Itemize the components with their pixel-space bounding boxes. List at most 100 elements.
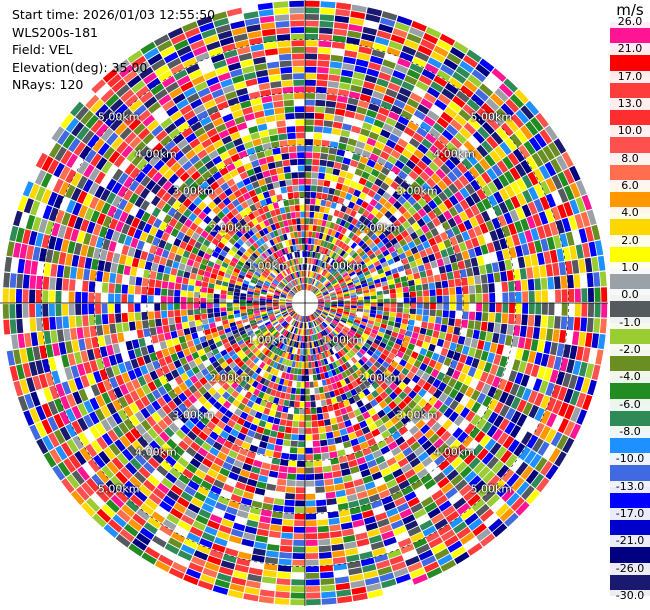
velocity-gate: [585, 363, 595, 379]
velocity-gate: [433, 274, 441, 282]
velocity-gate: [315, 291, 321, 296]
velocity-gate: [475, 88, 489, 102]
velocity-gate: [144, 261, 153, 271]
velocity-gate: [504, 259, 513, 271]
velocity-gate: [350, 195, 359, 203]
velocity-gate: [539, 180, 551, 195]
velocity-gate: [520, 465, 534, 480]
velocity-gate: [575, 180, 587, 196]
velocity-gate: [366, 204, 374, 213]
velocity-gate: [123, 201, 134, 214]
velocity-gate: [217, 357, 226, 365]
velocity-gate: [323, 308, 330, 311]
velocity-gate: [305, 237, 309, 244]
velocity-gate: [260, 413, 269, 422]
velocity-gate: [183, 208, 192, 218]
velocity-gate: [405, 348, 413, 357]
velocity-gate: [4, 256, 13, 272]
velocity-gate: [397, 333, 405, 341]
velocity-gate: [466, 98, 481, 112]
velocity-gate: [207, 288, 214, 294]
velocity-gate: [311, 314, 316, 320]
velocity-gate: [189, 222, 199, 232]
velocity-gate: [228, 237, 237, 245]
range-ring-label: 1.00km: [246, 333, 289, 347]
velocity-gate: [174, 316, 182, 324]
velocity-gate: [447, 377, 457, 388]
velocity-gate: [306, 329, 309, 336]
velocity-gate: [370, 541, 385, 551]
velocity-gate: [226, 295, 233, 300]
velocity-gate: [226, 377, 235, 386]
velocity-gate: [295, 314, 299, 320]
velocity-gate: [293, 192, 300, 199]
velocity-gate: [421, 440, 433, 451]
velocity-gate: [258, 157, 267, 166]
velocity-gate: [246, 300, 253, 303]
velocity-gate: [396, 185, 406, 195]
velocity-gate: [295, 361, 299, 368]
velocity-gate: [333, 28, 348, 37]
velocity-gate: [449, 154, 461, 166]
velocity-gate: [443, 295, 450, 303]
velocity-gate: [233, 459, 244, 469]
velocity-gate: [226, 307, 233, 312]
velocity-gate: [489, 293, 496, 303]
velocity-gate: [299, 204, 305, 211]
velocity-gate: [68, 454, 82, 469]
velocity-gate: [278, 284, 284, 289]
velocity-gate: [474, 349, 483, 360]
velocity-gate: [452, 521, 468, 534]
velocity-gate: [244, 324, 251, 330]
velocity-gate: [280, 392, 286, 399]
velocity-gate: [461, 364, 471, 375]
velocity-gate: [523, 140, 536, 156]
velocity-gate: [355, 429, 364, 438]
velocity-gate: [123, 523, 139, 537]
velocity-gate: [375, 264, 383, 271]
velocity-gate: [402, 376, 411, 385]
velocity-gate: [130, 237, 139, 248]
velocity-gate: [262, 363, 269, 371]
velocity-gate: [251, 554, 265, 563]
velocity-gate: [215, 233, 223, 242]
velocity-gate: [455, 252, 464, 262]
velocity-gate: [168, 282, 175, 290]
velocity-gate: [342, 413, 350, 422]
velocity-gate: [209, 514, 223, 524]
range-ring-label: 5.00km: [97, 482, 140, 496]
velocity-gate: [263, 330, 270, 336]
velocity-gate: [69, 315, 76, 328]
velocity-gate: [135, 423, 147, 436]
velocity-gate: [430, 303, 436, 310]
velocity-gate: [516, 399, 527, 413]
velocity-gate: [314, 205, 320, 212]
velocity-gate: [466, 153, 478, 166]
velocity-gate: [390, 298, 397, 303]
velocity-gate: [463, 489, 477, 502]
velocity-gate: [569, 165, 581, 182]
velocity-gate: [463, 140, 476, 153]
velocity-gate: [366, 68, 380, 78]
velocity-gate: [417, 378, 426, 388]
velocity-gate: [282, 312, 289, 317]
velocity-gate: [129, 457, 142, 471]
velocity-gate: [578, 228, 588, 244]
velocity-gate: [119, 127, 132, 140]
velocity-gate: [479, 58, 495, 72]
velocity-gate: [401, 281, 409, 288]
velocity-gate: [350, 310, 357, 314]
velocity-gate: [293, 526, 305, 533]
velocity-gate: [159, 341, 168, 350]
velocity-gate: [370, 499, 383, 509]
velocity-gate: [354, 168, 364, 177]
velocity-gate: [436, 303, 443, 310]
velocity-gate: [574, 376, 585, 392]
velocity-gate: [217, 495, 230, 506]
velocity-gate: [257, 76, 270, 84]
velocity-gate: [315, 99, 326, 107]
velocity-gate: [271, 329, 278, 335]
velocity-gate: [253, 166, 262, 174]
velocity-gate: [333, 162, 342, 170]
velocity-gate: [287, 307, 293, 311]
